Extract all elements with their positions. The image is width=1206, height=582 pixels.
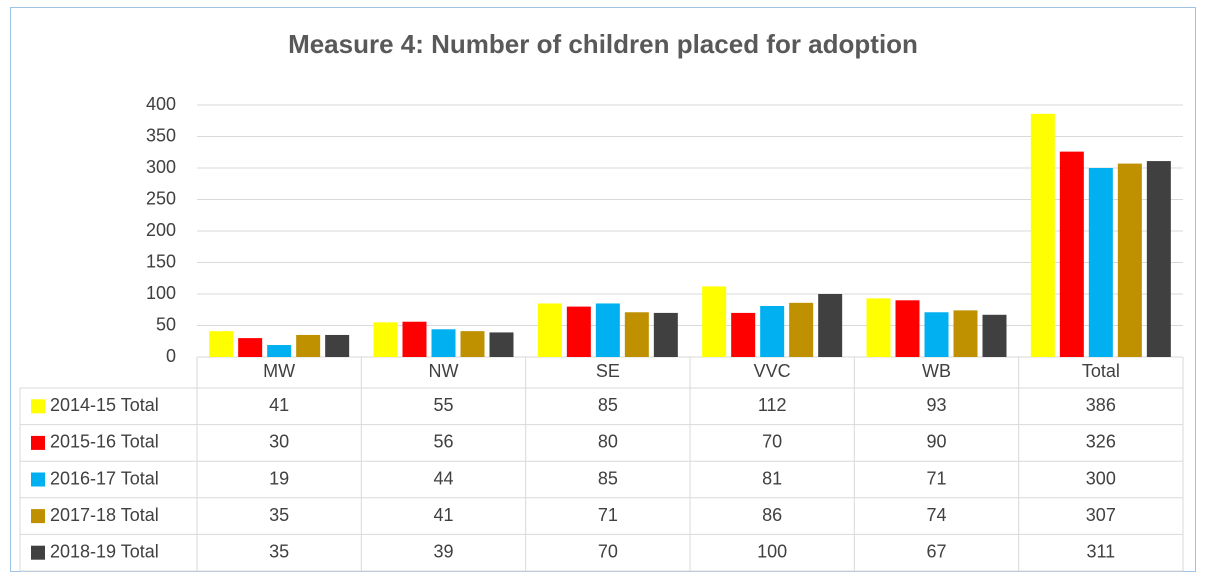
bar (866, 298, 891, 357)
table-value: 86 (762, 505, 782, 525)
table-value: 74 (926, 505, 946, 525)
table-value: 85 (598, 468, 618, 488)
bar (953, 310, 978, 357)
table-value: 90 (926, 432, 946, 452)
table-value: 70 (598, 541, 618, 561)
bar (1088, 168, 1113, 357)
bar (402, 321, 427, 357)
bar (566, 306, 591, 357)
y-tick-label: 300 (146, 157, 176, 177)
legend-swatch (31, 399, 45, 414)
table-value: 80 (598, 432, 618, 452)
bar (460, 331, 485, 357)
table-value: 326 (1086, 432, 1116, 452)
legend-swatch (31, 435, 45, 450)
y-tick-label: 0 (166, 346, 176, 366)
bar (373, 322, 398, 357)
table-value: 112 (758, 395, 787, 415)
bar (702, 286, 727, 357)
bar (924, 312, 949, 357)
x-tick-label: SE (596, 361, 620, 381)
bar (789, 302, 814, 357)
x-tick-label: NW (429, 361, 459, 381)
x-tick-label: Total (1082, 361, 1120, 381)
bar (1117, 163, 1142, 357)
bar (895, 300, 920, 357)
bar (731, 312, 756, 357)
y-tick-label: 400 (146, 94, 176, 114)
table-value: 19 (269, 468, 289, 488)
bar (1146, 161, 1171, 357)
bar (209, 331, 234, 357)
bar (267, 345, 292, 357)
table-value: 55 (433, 395, 453, 415)
legend-swatch (31, 545, 45, 560)
chart-frame (10, 7, 1196, 572)
y-tick-label: 350 (146, 125, 176, 145)
table-value: 35 (269, 541, 289, 561)
y-tick-label: 250 (146, 188, 176, 208)
y-tick-label: 200 (146, 220, 176, 240)
bar (818, 294, 843, 357)
y-tick-label: 100 (146, 283, 176, 303)
table-value: 85 (598, 395, 618, 415)
table-value: 71 (926, 468, 946, 488)
table-value: 300 (1086, 468, 1116, 488)
bar (325, 334, 350, 357)
bar (595, 303, 620, 357)
bar (537, 303, 562, 357)
table-value: 71 (598, 505, 618, 525)
x-tick-label: VVC (754, 361, 791, 381)
table-value: 44 (433, 468, 453, 488)
bar (760, 305, 785, 357)
bar (489, 332, 514, 357)
legend-swatch (31, 509, 45, 524)
bar (624, 312, 649, 357)
table-value: 311 (1086, 541, 1115, 561)
table-value: 307 (1086, 505, 1116, 525)
table-value: 41 (269, 395, 289, 415)
table-value: 70 (762, 432, 782, 452)
table-value: 41 (433, 505, 453, 525)
table-value: 81 (762, 468, 782, 488)
bar (1059, 151, 1084, 357)
bar (296, 334, 321, 357)
bar (431, 329, 456, 357)
legend-label: 2015-16 Total (50, 432, 159, 452)
table-value: 93 (926, 395, 946, 415)
table-value: 386 (1086, 395, 1116, 415)
legend-swatch (31, 472, 45, 487)
x-tick-label: WB (922, 361, 951, 381)
table-value: 100 (757, 541, 787, 561)
bar (653, 312, 678, 357)
table-value: 35 (269, 505, 289, 525)
table-value: 56 (433, 432, 453, 452)
x-tick-label: MW (263, 361, 295, 381)
bar (238, 338, 263, 357)
chart-title: Measure 4: Number of children placed for… (288, 29, 918, 59)
legend-label: 2016-17 Total (50, 468, 159, 488)
table-value: 30 (269, 432, 289, 452)
legend-label: 2017-18 Total (50, 505, 159, 525)
table-value: 67 (926, 541, 946, 561)
table-value: 39 (433, 541, 453, 561)
legend-label: 2014-15 Total (50, 395, 159, 415)
y-tick-label: 150 (146, 251, 176, 271)
bar (1030, 113, 1055, 357)
y-tick-label: 50 (156, 314, 176, 334)
bar (982, 314, 1007, 357)
legend-label: 2018-19 Total (50, 541, 159, 561)
